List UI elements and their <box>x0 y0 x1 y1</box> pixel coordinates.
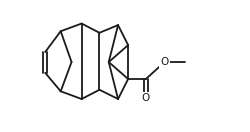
Text: O: O <box>142 93 150 103</box>
Text: O: O <box>160 57 169 67</box>
